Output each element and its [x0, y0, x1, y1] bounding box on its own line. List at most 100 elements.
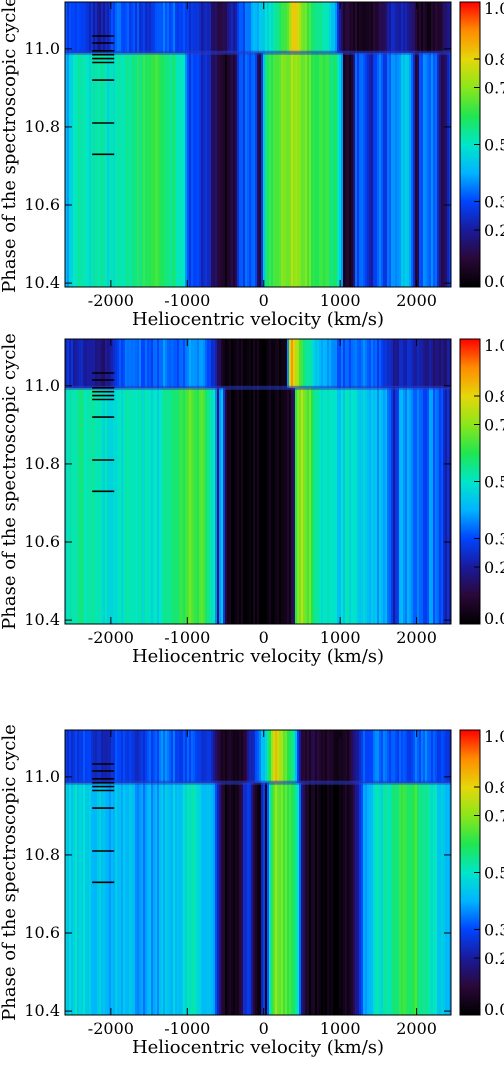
colorbar-tick-label: 0.8: [484, 387, 504, 406]
heat-cell: [137, 387, 140, 624]
heat-cell: [403, 2, 406, 53]
heat-cell: [69, 730, 72, 783]
heat-cell: [373, 339, 376, 388]
heat-cell: [377, 339, 380, 388]
x-tick-label: 0: [259, 628, 269, 647]
heat-cell: [443, 52, 446, 287]
heat-cell: [243, 730, 246, 783]
heat-cell: [277, 339, 280, 388]
heat-cell: [257, 2, 260, 53]
heat-cell: [137, 730, 140, 783]
colorbar-tick-label: 0.2: [484, 558, 504, 577]
heat-cell: [157, 339, 160, 388]
heat-cell: [103, 782, 106, 1015]
heat-cell: [277, 2, 280, 53]
heat-cell: [301, 730, 304, 783]
heat-cell: [327, 339, 330, 388]
heat-cell: [265, 339, 268, 388]
heat-cell: [245, 730, 248, 783]
heat-cell: [331, 730, 334, 783]
heat-cell: [233, 730, 236, 783]
heat-cell: [239, 387, 242, 624]
heat-cell: [123, 339, 126, 388]
heat-cell: [299, 782, 302, 1015]
heat-cell: [219, 782, 222, 1015]
heat-cell: [237, 730, 240, 783]
heat-cell: [177, 339, 180, 388]
heat-cell: [285, 387, 288, 624]
heat-cell: [193, 339, 196, 388]
heat-cell: [299, 387, 302, 624]
heat-cell: [229, 387, 232, 624]
heat-cell: [137, 2, 140, 53]
heat-cell: [271, 782, 274, 1015]
heat-cell: [231, 387, 234, 624]
heat-cell: [433, 730, 436, 783]
heat-cell: [211, 2, 214, 53]
heat-cell: [269, 730, 272, 783]
heat-cell: [293, 339, 296, 388]
heat-cell: [245, 387, 248, 624]
heat-cell: [235, 2, 238, 53]
heat-cell: [319, 730, 322, 783]
heat-cell: [273, 339, 276, 388]
heat-cell: [281, 730, 284, 783]
heat-cell: [257, 339, 260, 388]
heat-cell: [307, 387, 310, 624]
heat-cell: [273, 2, 276, 53]
heat-cell: [425, 782, 428, 1015]
heat-cell: [77, 52, 80, 287]
heat-cell: [249, 52, 252, 287]
heat-cell: [253, 782, 256, 1015]
heat-cell: [437, 387, 440, 624]
heat-cell: [373, 52, 376, 287]
heat-cell: [447, 387, 450, 624]
heat-cell: [257, 387, 260, 624]
heat-cell: [87, 2, 90, 53]
heat-cell: [283, 730, 286, 783]
heat-cell: [389, 387, 392, 624]
heat-cell: [69, 339, 72, 388]
heat-cell: [303, 339, 306, 388]
heat-cell: [345, 730, 348, 783]
heat-cell: [181, 782, 184, 1015]
heat-cell: [85, 782, 88, 1015]
heat-cell: [357, 730, 360, 783]
heat-cell: [119, 730, 122, 783]
heat-cell: [361, 730, 364, 783]
heat-cell: [447, 2, 450, 53]
heat-cell: [291, 387, 294, 624]
heat-cell: [203, 387, 206, 624]
heat-cell: [315, 339, 318, 388]
plot-frame-panel-2: [64, 338, 452, 625]
heat-cell: [297, 782, 300, 1015]
heat-cell: [339, 2, 342, 53]
heat-cell: [305, 339, 308, 388]
heat-cell: [245, 782, 248, 1015]
heat-cell: [369, 339, 372, 388]
heat-cell: [229, 782, 232, 1015]
heat-cell: [81, 387, 84, 624]
heat-cell: [281, 339, 284, 388]
heat-cell: [193, 52, 196, 287]
heat-cell: [401, 2, 404, 53]
heat-cell: [395, 387, 398, 624]
heat-cell: [329, 339, 332, 388]
heat-cell: [97, 52, 100, 287]
heat-cell: [313, 339, 316, 388]
heat-cell: [383, 387, 386, 624]
x-tick-label: -2000: [88, 628, 134, 647]
heat-cell: [299, 52, 302, 287]
heat-cell: [199, 52, 202, 287]
heat-cell: [443, 730, 446, 783]
heat-cell: [181, 52, 184, 287]
heat-cell: [141, 339, 144, 388]
heat-cell: [417, 730, 420, 783]
heat-cell: [195, 730, 198, 783]
heat-cell: [285, 52, 288, 287]
heat-cell: [103, 339, 106, 388]
heat-cell: [175, 730, 178, 783]
heat-cell: [251, 782, 254, 1015]
heat-cell: [441, 782, 444, 1015]
heat-cell: [371, 730, 374, 783]
